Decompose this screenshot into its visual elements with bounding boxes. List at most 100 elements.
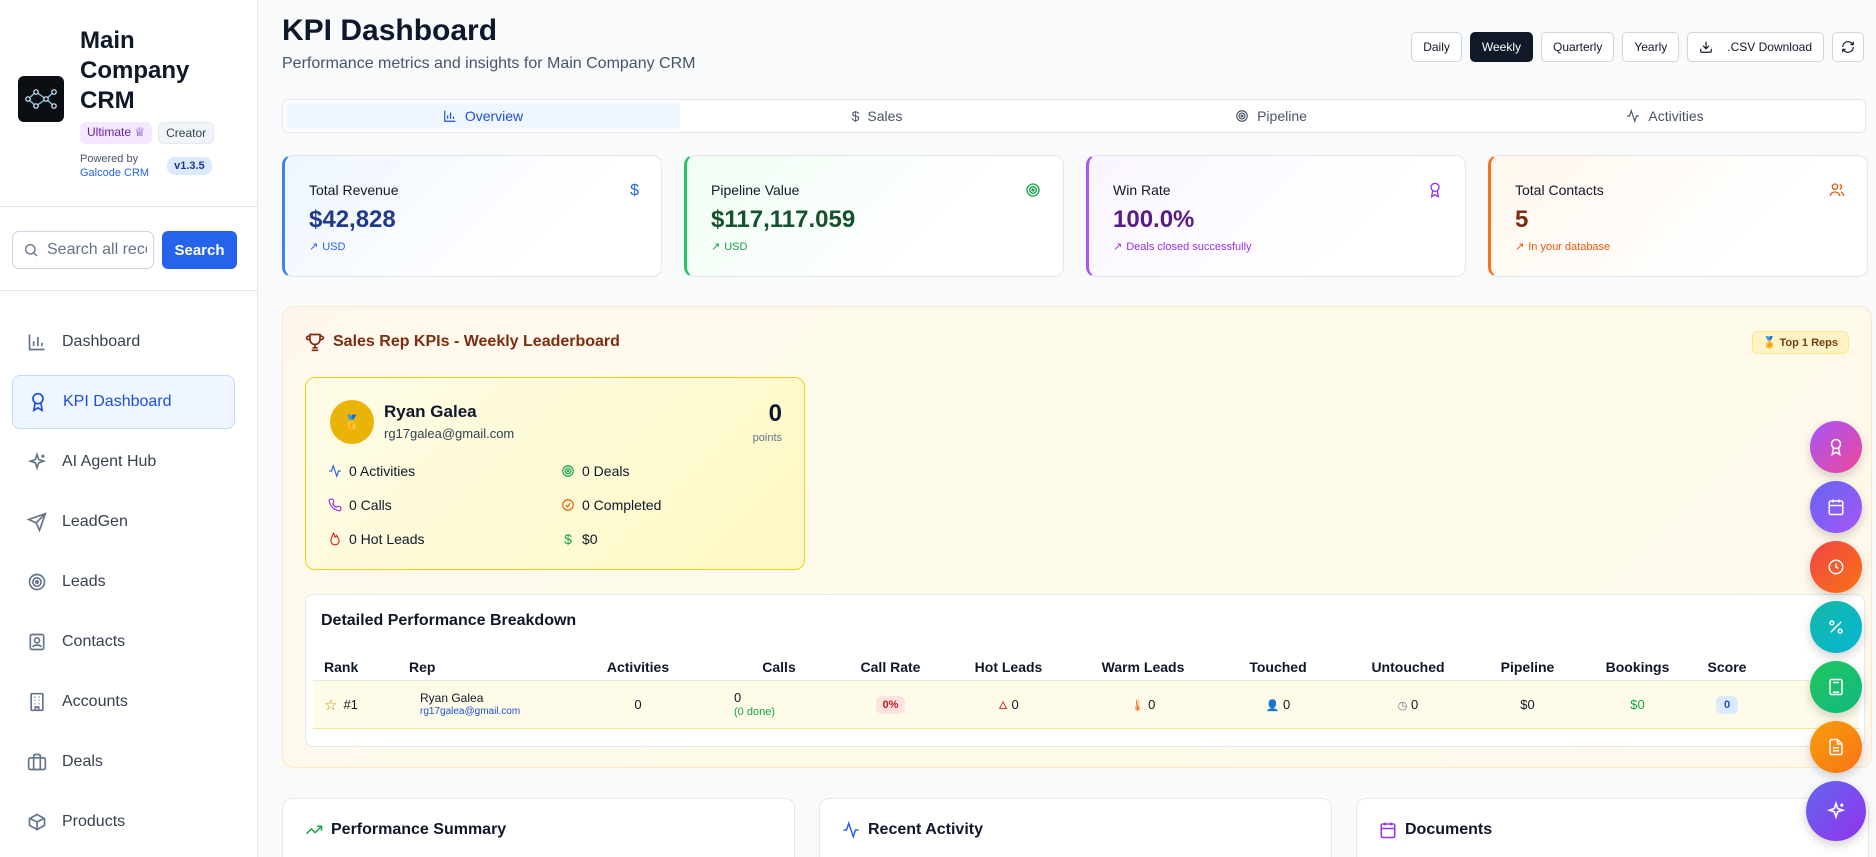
- sidebar-item-dashboard[interactable]: Dashboard: [12, 315, 235, 369]
- col-activities[interactable]: Activities: [606, 658, 670, 675]
- period-quarterly-button[interactable]: Quarterly: [1541, 32, 1615, 62]
- sidebar-item-contacts[interactable]: Contacts: [12, 615, 235, 669]
- clock-fab-button[interactable]: [1810, 541, 1862, 593]
- flame-icon: [330, 532, 340, 546]
- contact-icon: [26, 631, 48, 653]
- search-field[interactable]: [12, 231, 154, 269]
- sidebar-item-deals[interactable]: Deals: [12, 735, 235, 789]
- rep-stat-label: 0 Completed: [582, 497, 662, 513]
- activity-icon: [329, 464, 341, 478]
- calculator-fab-button[interactable]: [1810, 661, 1862, 713]
- rep-name: Ryan Galea: [420, 690, 484, 705]
- rep-name: Ryan Galea: [384, 402, 477, 421]
- col-call-rate[interactable]: Call Rate: [860, 658, 921, 675]
- sidebar-item-leadgen[interactable]: LeadGen: [12, 495, 235, 549]
- sidebar-item-ai-agent-hub[interactable]: AI Agent Hub: [12, 435, 235, 489]
- col-untouched[interactable]: Untouched: [1371, 658, 1445, 675]
- top-reps-badge: 🏅 Top 1 Reps: [1751, 331, 1849, 354]
- rep-stat-label: 0 Hot Leads: [349, 531, 425, 547]
- top-rep-card[interactable]: 🥇 Ryan Galea rg17galea@gmail.com 0 point…: [305, 377, 805, 570]
- tab-sales[interactable]: $ Sales: [680, 103, 1074, 129]
- document-fab-button[interactable]: [1810, 721, 1862, 773]
- rank-value: #1: [343, 697, 358, 712]
- tab-pipeline[interactable]: Pipeline: [1074, 103, 1468, 129]
- score-pill: 0: [1715, 695, 1739, 714]
- clock-icon: [1828, 559, 1844, 575]
- main-content: KPI Dashboard Performance metrics and in…: [258, 0, 1876, 857]
- tab-label: Pipeline: [1257, 108, 1307, 124]
- dollar-icon: $: [564, 531, 572, 547]
- sidebar-item-leads[interactable]: Leads: [12, 555, 235, 609]
- search-icon: [25, 244, 38, 257]
- medal-icon: 🥇: [330, 400, 374, 444]
- refresh-button[interactable]: [1832, 32, 1864, 62]
- col-calls[interactable]: Calls: [762, 658, 796, 675]
- users-icon: [1829, 183, 1845, 197]
- version-badge: v1.3.5: [167, 157, 212, 175]
- powered-by-link[interactable]: Galcode CRM: [80, 167, 150, 179]
- tab-label: Overview: [464, 108, 524, 124]
- sidebar-item-label: KPI Dashboard: [63, 393, 172, 410]
- calendar-fab-button[interactable]: [1810, 481, 1862, 533]
- sidebar-item-label: Contacts: [62, 633, 126, 650]
- target-icon: [1026, 183, 1040, 197]
- card-title: Documents: [1405, 821, 1493, 838]
- recent-activity-card: Recent Activity: [819, 798, 1332, 857]
- stat-card-pipeline-value: Pipeline Value $117,117.059 ↗ USD: [684, 155, 1064, 277]
- rep-stat-label: $0: [582, 531, 598, 547]
- period-weekly-button[interactable]: Weekly: [1469, 32, 1533, 62]
- hot-leads-value: 0: [1011, 696, 1019, 712]
- sidebar-item-kpi-dashboard[interactable]: KPI Dashboard: [12, 375, 235, 429]
- csv-download-button[interactable]: .CSV Download: [1687, 32, 1824, 62]
- stat-card-total-revenue: Total Revenue $42,828 ↗ USD $: [282, 155, 662, 277]
- col-rank[interactable]: Rank: [324, 658, 359, 675]
- creator-badge: Creator: [158, 122, 215, 144]
- sidebar-item-label: Leads: [62, 573, 106, 590]
- search-button[interactable]: Search: [162, 231, 237, 269]
- rank-cell: ☆ #1: [313, 696, 398, 714]
- sidebar-item-products[interactable]: Products: [12, 795, 235, 849]
- stat-card-sub: Deals closed successfully: [1126, 240, 1252, 253]
- pipeline-cell: $0: [1520, 697, 1535, 712]
- tab-overview[interactable]: Overview: [286, 103, 680, 129]
- tab-activities[interactable]: Activities: [1468, 103, 1862, 129]
- crown-icon: ♕: [134, 125, 146, 139]
- sidebar-item-accounts[interactable]: Accounts: [12, 675, 235, 729]
- col-score[interactable]: Score: [1707, 658, 1747, 675]
- calculator-icon: [1829, 678, 1843, 696]
- period-yearly-button[interactable]: Yearly: [1622, 32, 1680, 62]
- target-icon: [562, 465, 574, 477]
- col-warm-leads[interactable]: Warm Leads: [1101, 658, 1185, 675]
- trending-up-icon: ↗: [309, 241, 319, 253]
- company-logo[interactable]: [18, 76, 64, 122]
- rep-stat-calls: 0 Calls: [328, 495, 561, 515]
- user-check-icon: 👤: [1265, 700, 1280, 712]
- col-rep[interactable]: Rep: [409, 658, 436, 675]
- rep-stat-label: 0 Calls: [349, 497, 392, 513]
- building-icon: [26, 691, 48, 713]
- table-row[interactable]: ☆ #1 Ryan Galea rg17galea@gmail.com 0 0 …: [313, 681, 1859, 729]
- col-bookings[interactable]: Bookings: [1605, 658, 1670, 675]
- rep-stat-deals: 0 Deals: [561, 461, 761, 481]
- percent-fab-button[interactable]: [1810, 601, 1862, 653]
- period-daily-button[interactable]: Daily: [1411, 32, 1462, 62]
- brand-title: Main Company CRM: [80, 27, 190, 114]
- bar-chart-icon: [26, 331, 48, 353]
- breakdown-table: Rank Rep Activities Calls Call Rate Hot …: [313, 653, 1859, 729]
- trending-up-icon: ↗: [1515, 241, 1525, 253]
- award-fab-button[interactable]: [1810, 421, 1862, 473]
- target-icon: [26, 571, 48, 593]
- ai-assistant-fab-button[interactable]: [1806, 781, 1866, 841]
- col-hot-leads[interactable]: Hot Leads: [974, 658, 1043, 675]
- search-input[interactable]: [47, 241, 147, 259]
- period-selector: Daily Weekly Quarterly Yearly .CSV Downl…: [1411, 32, 1864, 62]
- award-icon: [1430, 182, 1440, 198]
- documents-card: Documents: [1356, 798, 1869, 857]
- briefcase-icon: [26, 751, 48, 773]
- col-touched[interactable]: Touched: [1249, 658, 1307, 675]
- col-pipeline[interactable]: Pipeline: [1500, 658, 1555, 675]
- stat-card-value: 5: [1515, 206, 1529, 233]
- performance-summary-card: Performance Summary: [282, 798, 795, 857]
- trophy-icon: [305, 333, 325, 352]
- global-search: Search: [0, 207, 257, 291]
